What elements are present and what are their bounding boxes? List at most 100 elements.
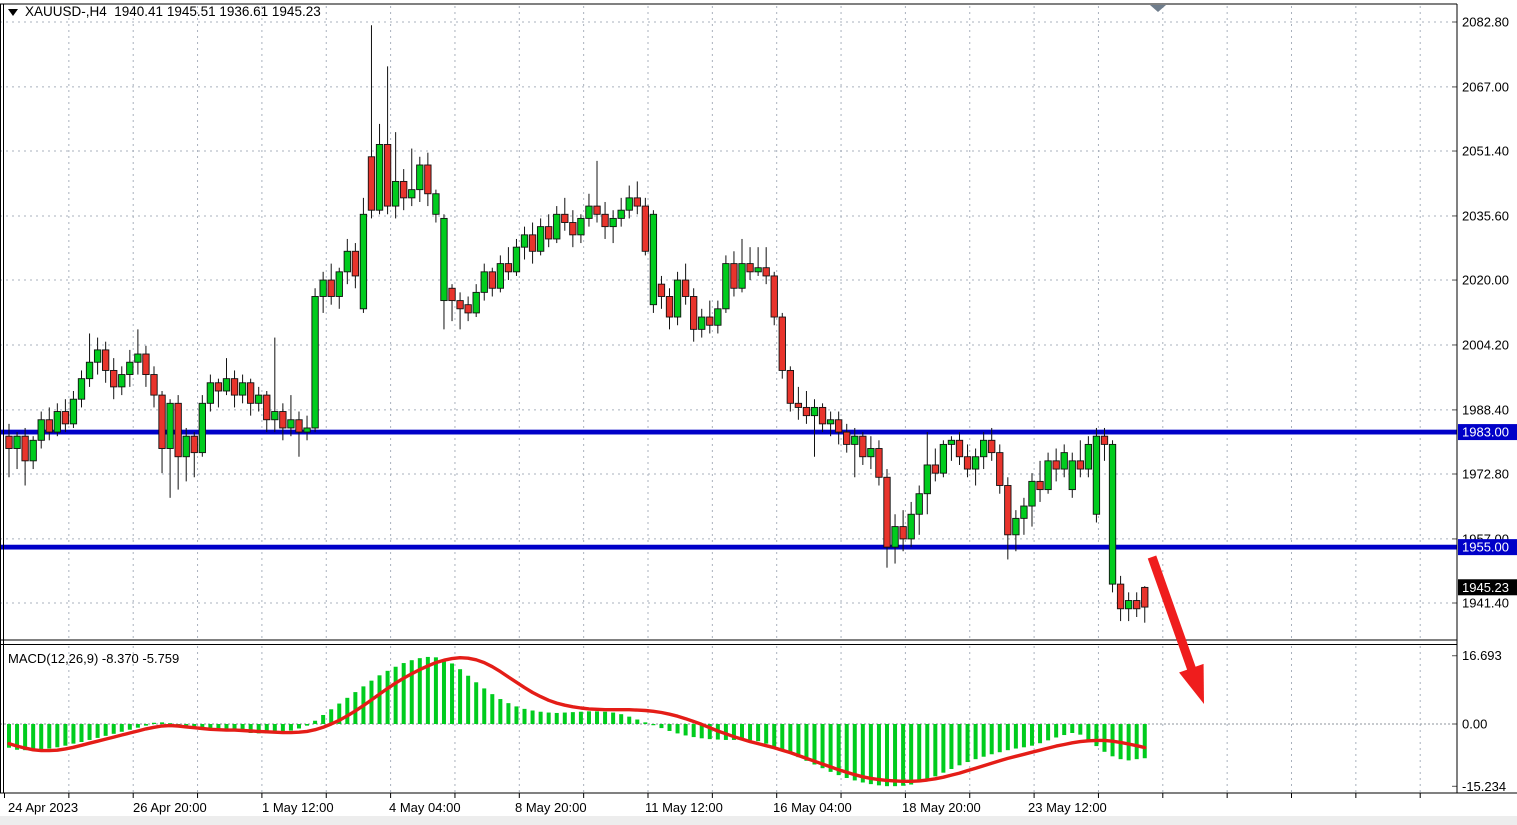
candle-down (996, 452, 1004, 486)
candle-up (649, 213, 658, 306)
candle-up (851, 435, 859, 445)
macd-bar (160, 722, 165, 724)
level-price-badge: 1955.00 (1458, 539, 1517, 556)
candle-up (303, 427, 311, 433)
time-axis-label: 8 May 20:00 (515, 800, 587, 815)
macd-bar (272, 724, 277, 733)
macd-bar (562, 712, 567, 724)
macd-bar (425, 656, 430, 724)
candle-down (367, 156, 376, 211)
macd-bar (474, 682, 479, 724)
level-price-badge: 1983.00 (1458, 424, 1517, 441)
macd-bar (71, 724, 76, 744)
macd-bar (1134, 724, 1139, 760)
macd-bar (321, 715, 326, 724)
macd-bar (385, 670, 390, 724)
macd-bar (119, 724, 124, 732)
candle-up (255, 394, 263, 404)
macd-bar (780, 724, 785, 750)
candle-down (158, 394, 166, 449)
macd-bar (143, 724, 148, 726)
macd-bar (232, 724, 237, 731)
macd-bar (884, 724, 889, 787)
macd-bar (296, 724, 301, 729)
macd-bar (595, 711, 600, 724)
level-line-1955.00[interactable] (0, 544, 1457, 550)
macd-bar (546, 712, 551, 724)
macd-bar (860, 724, 865, 783)
candle-down (142, 353, 150, 376)
candle-down (351, 250, 360, 277)
candle-up (1020, 505, 1028, 519)
candle-up (206, 382, 215, 404)
candle-down (843, 431, 851, 445)
macd-bar (1078, 724, 1083, 735)
level-line-1983.00[interactable] (0, 429, 1457, 435)
macd-bar (868, 724, 873, 785)
price-axis-label: 1941.40 (1462, 596, 1509, 611)
candle-down (1141, 586, 1149, 608)
macd-bar (79, 724, 84, 742)
candle-down (1036, 480, 1044, 491)
macd-axis-label: -15.234 (1462, 779, 1506, 794)
candle-up (85, 361, 94, 380)
candle-down (1004, 485, 1012, 536)
macd-signal-line (7, 656, 1147, 783)
candle-up (37, 419, 45, 441)
candle-down (593, 205, 601, 215)
macd-bar (530, 710, 535, 724)
candle-up (923, 464, 931, 495)
candle-down (875, 448, 883, 478)
macd-bar (876, 724, 881, 786)
macd-bar (39, 724, 44, 750)
candle-down (818, 406, 827, 425)
macd-bar (63, 724, 68, 746)
vertical-gridlines (68, 6, 1421, 792)
macd-bar (578, 711, 583, 724)
price-axis-label: 2004.20 (1462, 337, 1509, 352)
macd-bar (95, 724, 100, 738)
current-price-badge: 1945.23 (1458, 579, 1517, 596)
candle-up (432, 193, 440, 215)
candle-up (319, 279, 327, 297)
candle-down (5, 435, 13, 449)
candle-down (1052, 460, 1060, 470)
macd-bar (925, 724, 930, 780)
candle-down (150, 374, 158, 396)
candle-down (1100, 435, 1109, 445)
candle-down (400, 180, 408, 199)
window-bottom-strip (0, 816, 1517, 825)
svg-text:1983.00: 1983.00 (1462, 425, 1509, 440)
macd-bar (554, 712, 559, 724)
macd-bar (288, 724, 293, 731)
candle-down (883, 476, 891, 548)
macd-bar (200, 724, 205, 729)
horizontal-level-lines[interactable] (0, 429, 1457, 550)
macd-bar (941, 724, 946, 773)
macd-bar (740, 724, 745, 740)
price-axis-label: 2020.00 (1462, 273, 1509, 288)
chart-shift-marker-icon[interactable] (1150, 5, 1166, 12)
candle-up (867, 448, 875, 458)
time-axis-label: 24 Apr 2023 (8, 800, 78, 815)
candle-up (1124, 600, 1133, 610)
candle-up (1084, 443, 1093, 470)
symbol-dropdown-icon (8, 8, 18, 16)
candle-down (641, 205, 649, 252)
candle-down (246, 382, 255, 404)
candle-up (536, 226, 545, 252)
candle-down (1133, 600, 1141, 610)
price-axis-label: 1972.80 (1462, 466, 1509, 481)
trend-arrow[interactable] (1147, 555, 1204, 704)
candle-up (980, 439, 988, 458)
candle-down (279, 411, 287, 429)
macd-bar (47, 724, 52, 749)
candle-up (947, 439, 956, 445)
time-axis-label: 26 Apr 20:00 (133, 800, 207, 815)
candle-down (456, 300, 464, 310)
candle-up (971, 456, 980, 470)
macd-bar (731, 724, 736, 740)
candle-up (585, 205, 593, 219)
